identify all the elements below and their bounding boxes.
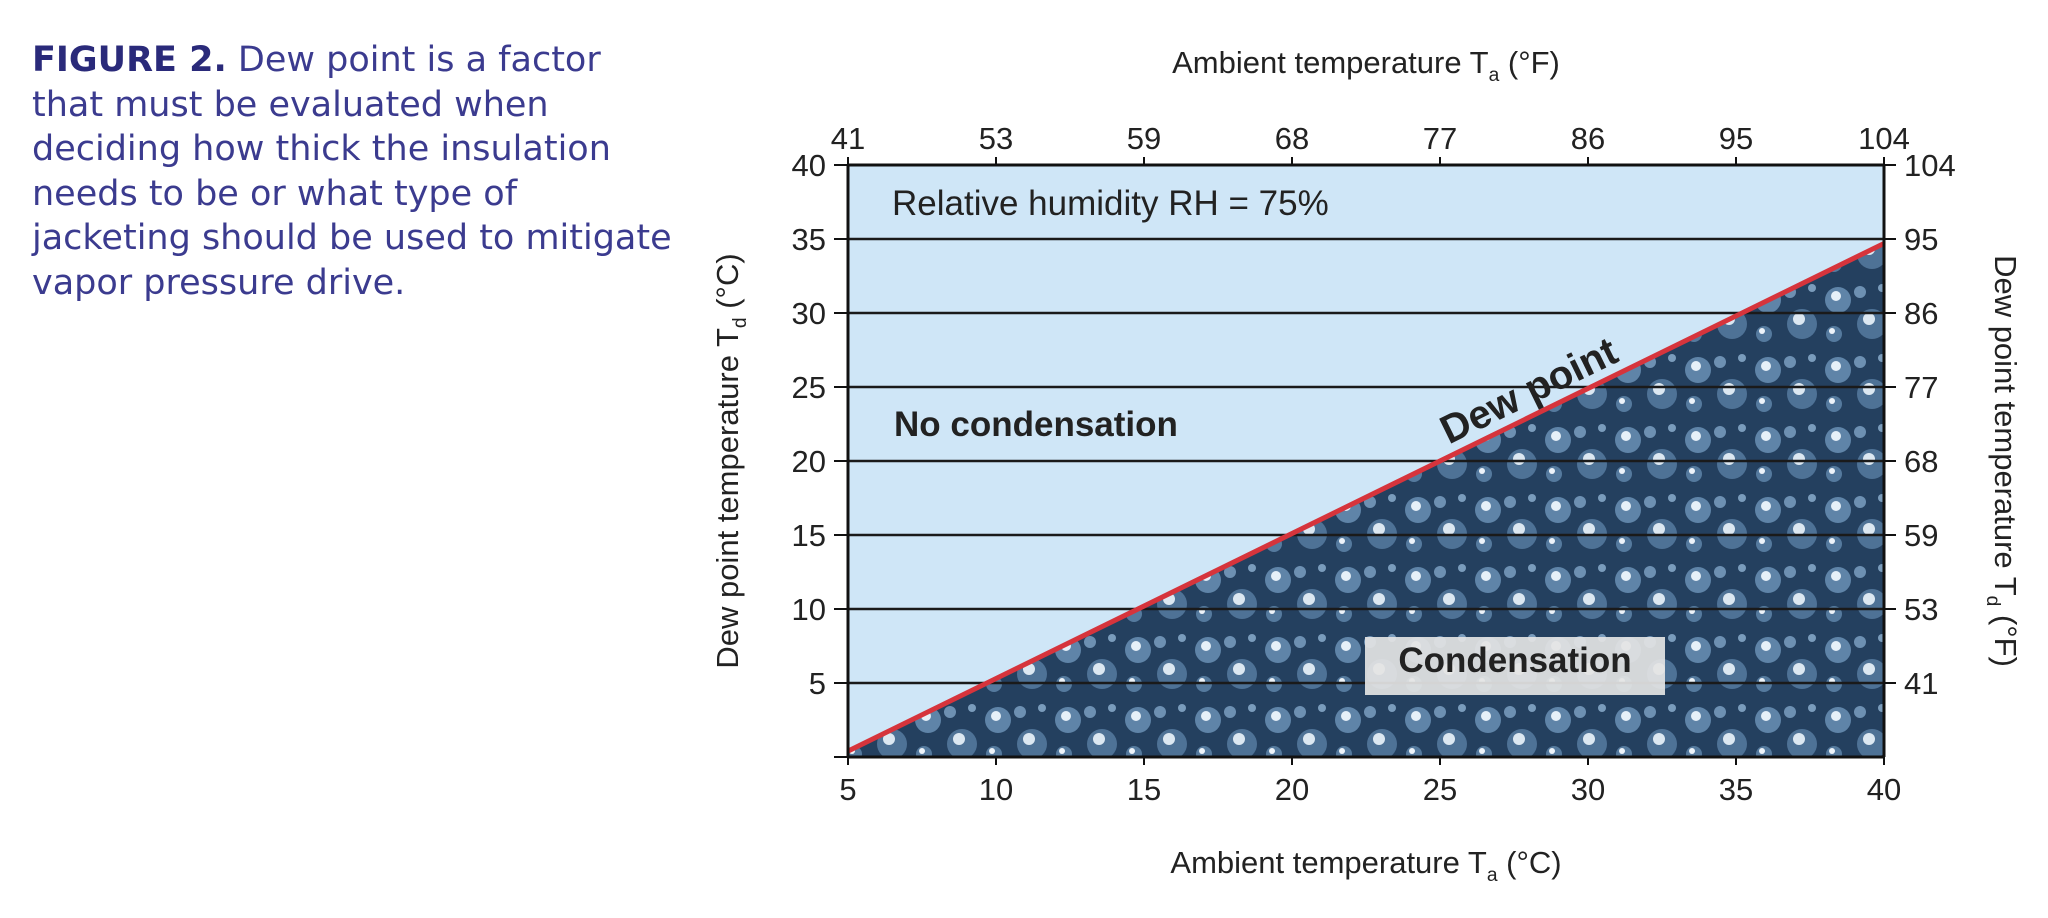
y2-tick-label: 41 <box>1904 666 1938 701</box>
y2-tick-label: 77 <box>1904 370 1938 405</box>
figure-caption: FIGURE 2. Dew point is a factor that mus… <box>32 38 672 305</box>
y2-tick-label: 95 <box>1904 222 1938 257</box>
y2-tick-label: 104 <box>1904 148 1956 183</box>
plot-area: Relative humidity RH = 75% No condensatio… <box>846 163 1886 757</box>
y2-tick-label: 59 <box>1904 518 1938 553</box>
y-tick-label: 40 <box>792 148 826 183</box>
x2-tick-label: 41 <box>831 121 865 156</box>
y2-tick-label: 53 <box>1904 592 1938 627</box>
x-axis-title: Ambient temperature Ta (°C) <box>1170 845 1561 886</box>
y-tick-label: 25 <box>792 370 826 405</box>
y2-tick-label: 86 <box>1904 296 1938 331</box>
y-axis-title: Dew point temperature Td (°C) <box>710 253 751 668</box>
x-tick-label: 25 <box>1423 772 1457 807</box>
x2-tick-label: 77 <box>1423 121 1457 156</box>
caption-text: Dew point is a factor that must be evalu… <box>32 40 672 303</box>
x-tick-label: 10 <box>979 772 1013 807</box>
condensation-label: Condensation <box>1398 641 1631 680</box>
y-tick-label: 5 <box>809 666 826 701</box>
y-tick-label: 30 <box>792 296 826 331</box>
x-tick-label: 40 <box>1867 772 1901 807</box>
x-tick-label: 5 <box>839 772 856 807</box>
y-tick-label: 20 <box>792 444 826 479</box>
x2-tick-label: 95 <box>1719 121 1753 156</box>
x2-tick-label: 104 <box>1858 121 1910 156</box>
x2-tick-label: 68 <box>1275 121 1309 156</box>
rh-label: Relative humidity RH = 75% <box>892 184 1329 223</box>
x2-tick-label: 86 <box>1571 121 1605 156</box>
x-tick-label: 35 <box>1719 772 1753 807</box>
x-tick-label: 20 <box>1275 772 1309 807</box>
y-tick-label: 35 <box>792 222 826 257</box>
x-tick-label: 30 <box>1571 772 1605 807</box>
x-tick-label: 15 <box>1127 772 1161 807</box>
x2-tick-label: 59 <box>1127 121 1161 156</box>
dew-point-line <box>846 241 1886 754</box>
x2-axis-title: Ambient temperature Ta (°F) <box>1172 45 1560 86</box>
y-tick-label: 10 <box>792 592 826 627</box>
condensation-label-box <box>1365 637 1665 695</box>
figure-label: FIGURE 2. <box>32 40 227 80</box>
y-tick-label: 15 <box>792 518 826 553</box>
y2-tick-label: 68 <box>1904 444 1938 479</box>
y2-axis-title: Dew point temperature Td (°F) <box>1982 255 2023 667</box>
no-condensation-label: No condensation <box>894 405 1178 444</box>
x2-tick-label: 53 <box>979 121 1013 156</box>
